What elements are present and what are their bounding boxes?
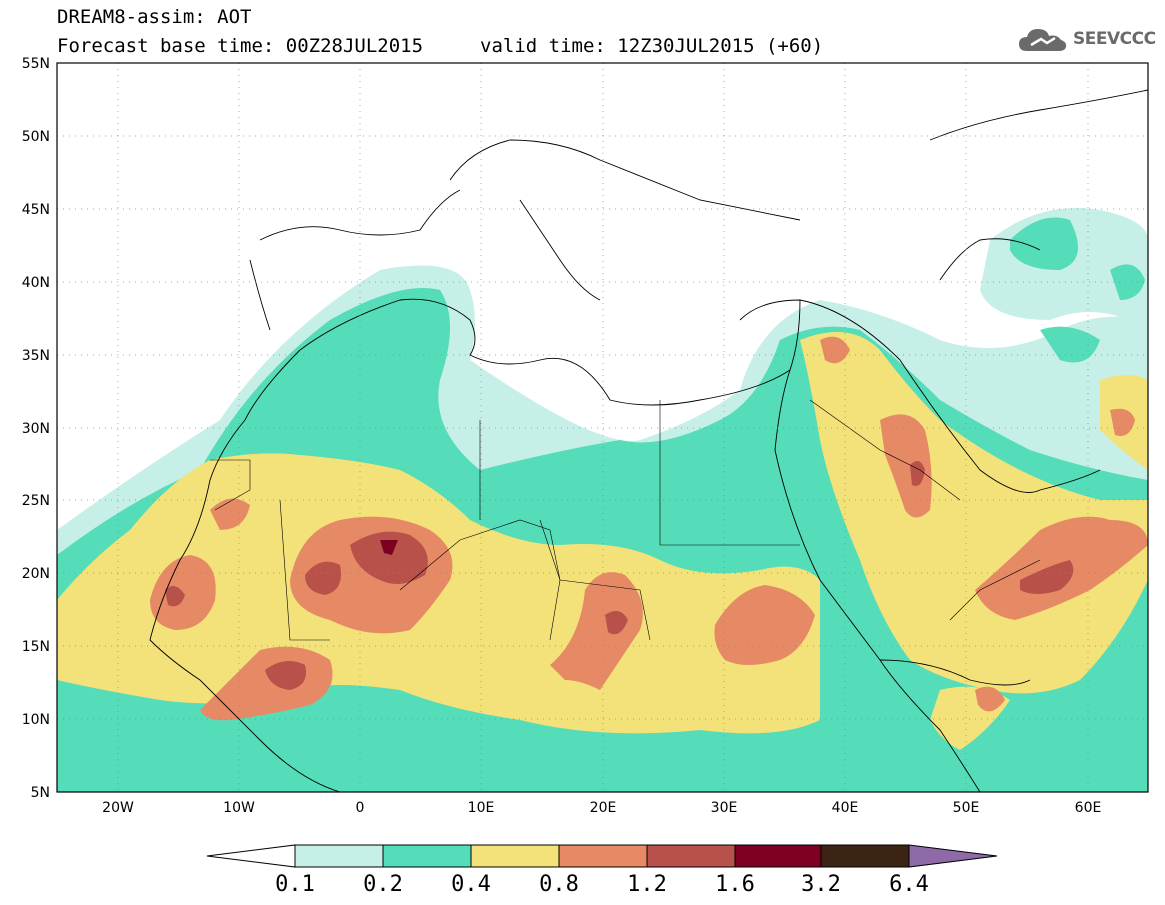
lat-label: 25N — [22, 493, 50, 509]
aot-level-1.2 — [165, 461, 1074, 690]
lon-label: 50E — [953, 800, 980, 816]
lon-labels: 20W 10W 0 10E 20E 30E 40E 50E 60E — [102, 800, 1101, 816]
lon-label: 0 — [356, 800, 365, 816]
colorbar-label: 1.2 — [627, 872, 667, 897]
colorbar-label: 0.4 — [451, 872, 491, 897]
lat-label: 35N — [22, 348, 50, 364]
lon-label: 10W — [223, 800, 255, 816]
colorbar-segment — [206, 844, 296, 868]
colorbar-label: 0.1 — [275, 872, 315, 897]
lon-label: 20E — [590, 800, 617, 816]
coastlines — [149, 89, 1148, 792]
lat-label: 30N — [22, 421, 50, 437]
colorbar-segment — [820, 844, 910, 868]
forecast-base-time: Forecast base time: 00Z28JUL2015 — [57, 35, 424, 57]
lat-label: 55N — [22, 56, 50, 72]
colorbar-label: 3.2 — [801, 872, 841, 897]
colorbar-label: 0.2 — [363, 872, 403, 897]
colorbar — [206, 844, 998, 868]
lat-label: 20N — [22, 566, 50, 582]
colorbar-segment — [908, 844, 998, 868]
colorbar-segment — [294, 844, 384, 868]
lat-label: 10N — [22, 712, 50, 728]
colorbar-labels: 0.1 0.2 0.4 0.8 1.2 1.6 3.2 6.4 — [275, 872, 929, 897]
colorbar-segment — [382, 844, 472, 868]
map-title: DREAM8-assim: AOT — [57, 6, 252, 28]
lat-label: 5N — [31, 785, 50, 801]
lon-label: 30E — [711, 800, 738, 816]
logo-text: SEEVCCC — [1073, 29, 1156, 49]
lon-label: 20W — [102, 800, 134, 816]
aot-level-1.6 — [380, 540, 398, 555]
map-frame — [56, 62, 1149, 793]
colorbar-segment — [558, 844, 648, 868]
colorbar-label: 1.6 — [715, 872, 755, 897]
colorbar-segment — [734, 844, 822, 868]
valid-time: valid time: 12Z30JUL2015 (+60) — [480, 35, 824, 57]
lat-label: 15N — [22, 639, 50, 655]
lat-label: 50N — [22, 129, 50, 145]
lat-label: 45N — [22, 202, 50, 218]
seevccc-logo: SEEVCCC — [1017, 24, 1156, 54]
colorbar-label: 0.8 — [539, 872, 579, 897]
lat-label: 40N — [22, 275, 50, 291]
aot-field — [57, 63, 1148, 792]
colorbar-label: 6.4 — [889, 872, 929, 897]
lon-label: 40E — [832, 800, 859, 816]
country-borders — [210, 399, 1041, 641]
lat-labels: 55N 50N 45N 40N 35N 30N 25N 20N 15N 10N … — [22, 56, 50, 801]
colorbar-segment — [470, 844, 560, 868]
cloud-icon — [1019, 29, 1067, 51]
lon-label: 10E — [468, 800, 495, 816]
lon-label: 60E — [1075, 800, 1102, 816]
colorbar-segment — [646, 844, 736, 868]
